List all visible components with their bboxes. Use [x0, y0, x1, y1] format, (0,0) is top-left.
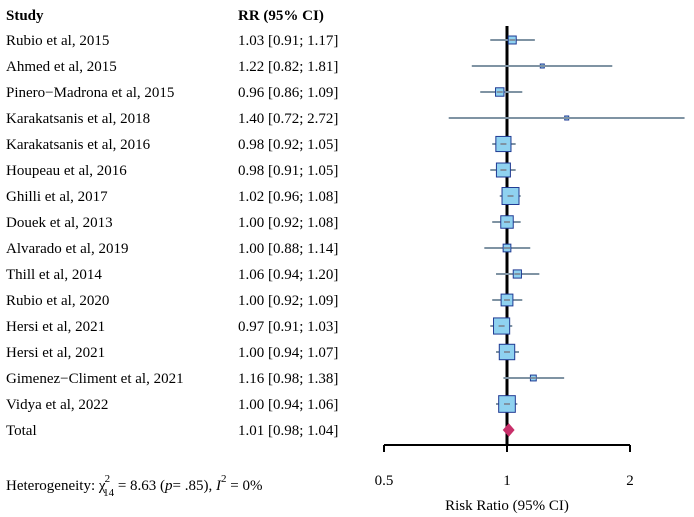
- study-ci: 1.00 [0.94; 1.07]: [238, 345, 338, 361]
- plot-area: 0.5 1 2: [375, 26, 685, 489]
- het-i-symbol: I: [215, 478, 222, 494]
- study-name: Rubio et al, 2015: [6, 33, 109, 49]
- het-chi-value: = 8.63 (: [114, 478, 165, 494]
- study-rows: Rubio et al, 2015 1.03 [0.91; 1.17] Ahmed …: [6, 33, 338, 439]
- het-chi-sup: 2: [105, 473, 111, 485]
- study-name: Gimenez−Climent et al, 2021: [6, 371, 184, 387]
- study-name: Alvarado et al, 2019: [6, 241, 128, 257]
- heterogeneity-stats: Heterogeneity: χ2 14 = 8.63 (p= .85), I2 …: [6, 473, 262, 499]
- het-i-sup: 2: [221, 473, 227, 485]
- study-ci: 1.06 [0.94; 1.20]: [238, 267, 338, 283]
- study-ci: 1.00 [0.92; 1.08]: [238, 215, 338, 231]
- x-axis-label: Risk Ratio (95% CI): [445, 498, 569, 514]
- x-tick-label: 1: [503, 473, 511, 489]
- total-ci: 1.01 [0.98; 1.04]: [238, 423, 338, 439]
- study-ci: 1.40 [0.72; 2.72]: [238, 111, 338, 127]
- study-ci: 0.96 [0.86; 1.09]: [238, 85, 338, 101]
- study-ci: 1.00 [0.92; 1.09]: [238, 293, 338, 309]
- study-name: Karakatsanis et al, 2016: [6, 137, 151, 153]
- study-ci: 0.98 [0.92; 1.05]: [238, 137, 338, 153]
- x-tick-label: 0.5: [375, 473, 394, 489]
- study-name: Hersi et al, 2021: [6, 319, 105, 335]
- het-p-value: = .85),: [173, 478, 216, 494]
- header-study: Study: [6, 8, 44, 24]
- x-tick-label: 2: [626, 473, 634, 489]
- study-name: Ghilli et al, 2017: [6, 189, 108, 205]
- study-name: Pinero−Madrona et al, 2015: [6, 85, 174, 101]
- study-name: Douek et al, 2013: [6, 215, 113, 231]
- het-p-symbol: p: [164, 478, 173, 494]
- study-ci: 0.98 [0.91; 1.05]: [238, 163, 338, 179]
- study-name: Houpeau et al, 2016: [6, 163, 127, 179]
- study-name: Rubio et al, 2020: [6, 293, 109, 309]
- study-ci: 1.16 [0.98; 1.38]: [238, 371, 338, 387]
- study-name: Ahmed et al, 2015: [6, 59, 117, 75]
- study-ci: 1.02 [0.96; 1.08]: [238, 189, 338, 205]
- study-ci: 1.00 [0.94; 1.06]: [238, 397, 338, 413]
- het-i-value: = 0%: [227, 478, 263, 494]
- study-name: Karakatsanis et al, 2018: [6, 111, 150, 127]
- study-ci: 0.97 [0.91; 1.03]: [238, 319, 338, 335]
- study-ci: 1.22 [0.82; 1.81]: [238, 59, 338, 75]
- het-prefix: Heterogeneity:: [6, 478, 99, 494]
- study-name: Thill et al, 2014: [6, 267, 102, 283]
- het-chi-sub: 14: [103, 487, 115, 499]
- study-ci: 1.03 [0.91; 1.17]: [238, 33, 338, 49]
- total-label: Total: [6, 423, 37, 439]
- het-chi: χ: [98, 478, 106, 494]
- total-diamond: [502, 423, 515, 437]
- header-rr-ci: RR (95% CI): [238, 8, 324, 24]
- study-name: Hersi et al, 2021: [6, 345, 105, 361]
- study-ci: 1.00 [0.88; 1.14]: [238, 241, 338, 257]
- study-name: Vidya et al, 2022: [6, 397, 108, 413]
